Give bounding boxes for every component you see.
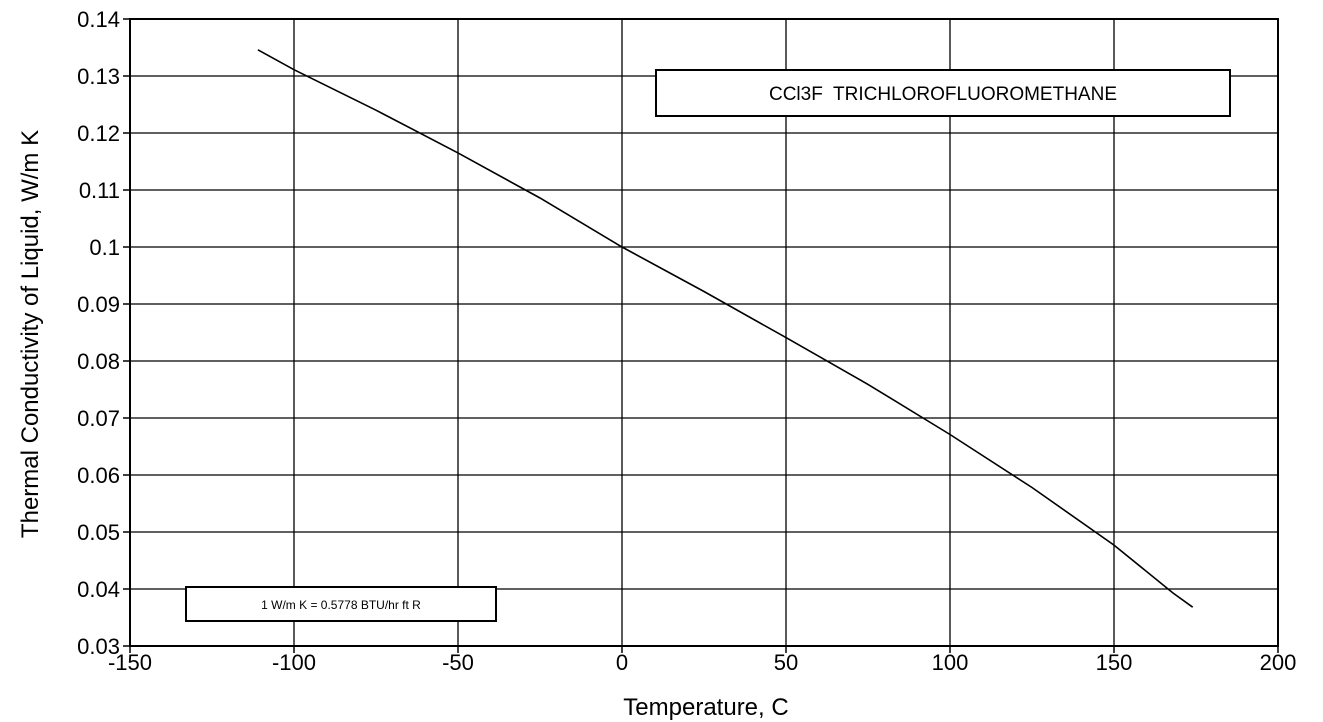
grid (130, 19, 1278, 646)
note-box: 1 W/m K = 0.5778 BTU/hr ft R (185, 586, 497, 622)
x-tick-label: -100 (272, 650, 316, 675)
ticks (123, 18, 1279, 653)
y-tick-label: 0.14 (77, 7, 120, 32)
conversion-note: 1 W/m K = 0.5778 BTU/hr ft R (261, 598, 421, 612)
y-tick-label: 0.05 (77, 520, 120, 545)
y-tick-label: 0.07 (77, 406, 120, 431)
y-tick-label: 0.1 (89, 235, 120, 260)
x-axis-title: Temperature, C (623, 694, 788, 721)
x-tick-label: 50 (774, 650, 798, 675)
series-line (257, 49, 1194, 608)
chart-title: CCl3F TRICHLOROFLUOROMETHANE (769, 84, 1117, 105)
y-tick-label: 0.13 (77, 64, 120, 89)
y-tick-label: 0.04 (77, 577, 120, 602)
x-tick-labels: -150 -100 -50 0 50 100 150 200 (108, 650, 1296, 675)
y-tick-label: 0.11 (79, 178, 120, 203)
y-tick-label: 0.03 (77, 634, 120, 659)
x-tick-label: -50 (442, 650, 474, 675)
plot-frame (129, 18, 1279, 647)
y-tick-labels: 0.03 0.04 0.05 0.06 0.07 0.08 0.09 0.1 0.11 0.12 0… (77, 7, 120, 659)
x-tick-label: 100 (932, 650, 969, 675)
x-tick-label: 150 (1096, 650, 1133, 675)
y-tick-label: 0.09 (77, 292, 120, 317)
title-box: CCl3F TRICHLOROFLUOROMETHANE (655, 69, 1231, 117)
y-tick-label: 0.08 (77, 349, 120, 374)
y-tick-label: 0.06 (77, 463, 120, 488)
x-tick-label: 0 (616, 650, 628, 675)
x-tick-label: 200 (1260, 650, 1297, 675)
x-tick-label: -150 (108, 650, 152, 675)
y-axis-title: Thermal Conductivity of Liquid, W/m K (17, 130, 44, 538)
y-tick-label: 0.12 (77, 121, 120, 146)
